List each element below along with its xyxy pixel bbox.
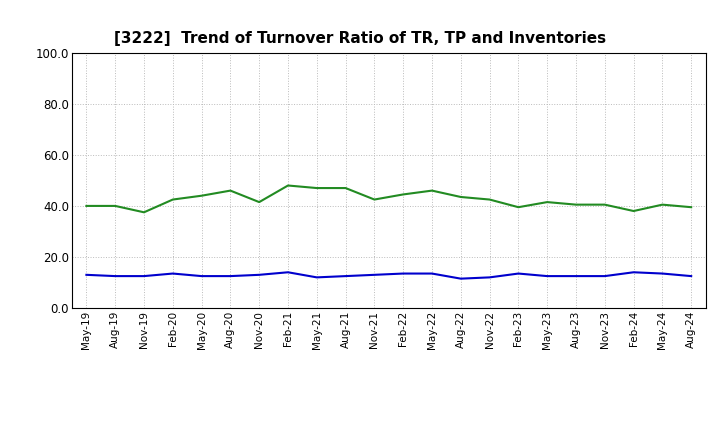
Trade Payables [658,271,667,276]
Inventories [428,188,436,193]
Trade Payables [572,273,580,279]
Inventories [284,183,292,188]
Trade Payables [82,272,91,278]
Inventories [629,209,638,214]
Inventories [312,185,321,191]
Inventories [543,199,552,205]
Inventories [140,210,148,215]
Inventories [168,197,177,202]
Trade Payables [428,271,436,276]
Inventories [399,192,408,197]
Line: Trade Payables: Trade Payables [86,272,691,279]
Inventories [456,194,465,200]
Trade Payables [197,273,206,279]
Trade Payables [312,275,321,280]
Trade Payables [255,272,264,278]
Trade Payables [226,273,235,279]
Inventories [514,205,523,210]
Inventories [111,203,120,209]
Trade Payables [399,271,408,276]
Trade Payables [140,273,148,279]
Trade Payables [485,275,494,280]
Inventories [658,202,667,207]
Line: Inventories: Inventories [86,186,691,213]
Trade Payables [168,271,177,276]
Inventories [600,202,609,207]
Inventories [226,188,235,193]
Trade Payables [341,273,350,279]
Trade Payables [687,273,696,279]
Inventories [485,197,494,202]
Inventories [572,202,580,207]
Inventories [82,203,91,209]
Trade Payables [629,270,638,275]
Inventories [341,185,350,191]
Trade Payables [543,273,552,279]
Inventories [370,197,379,202]
Inventories [687,205,696,210]
Inventories [255,199,264,205]
Trade Payables [600,273,609,279]
Trade Payables [111,273,120,279]
Trade Payables [514,271,523,276]
Inventories [197,193,206,198]
Trade Payables [456,276,465,281]
Trade Payables [284,270,292,275]
Trade Payables [370,272,379,278]
Text: [3222]  Trend of Turnover Ratio of TR, TP and Inventories: [3222] Trend of Turnover Ratio of TR, TP… [114,31,606,46]
